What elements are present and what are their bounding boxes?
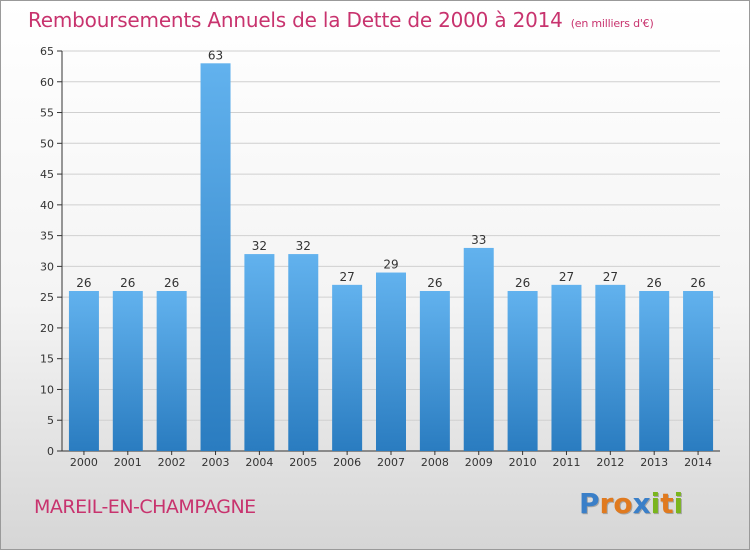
logo-letter: i — [650, 487, 661, 520]
data-label-2004: 32 — [252, 239, 267, 253]
data-label-2002: 26 — [164, 276, 179, 290]
y-tick-label: 60 — [40, 76, 54, 89]
bar-2002 — [156, 291, 187, 451]
logo-letter: t — [660, 487, 674, 520]
x-tick-label-2001: 2001 — [114, 456, 142, 469]
x-tick-label-2011: 2011 — [552, 456, 580, 469]
x-tick-label-2005: 2005 — [289, 456, 317, 469]
x-tick-label-2013: 2013 — [640, 456, 668, 469]
y-tick-label: 0 — [47, 445, 54, 458]
chart-title-text: Remboursements Annuels de la Dette de 20… — [28, 8, 563, 32]
x-tick-label-2003: 2003 — [202, 456, 230, 469]
bars — [68, 63, 714, 452]
bar-2008 — [419, 291, 450, 451]
x-tick-label-2000: 2000 — [70, 456, 98, 469]
data-label-2011: 27 — [559, 270, 574, 284]
x-tick-label-2009: 2009 — [465, 456, 493, 469]
y-tick-label: 45 — [40, 168, 54, 181]
data-label-2014: 26 — [690, 276, 705, 290]
y-tick-label: 65 — [40, 45, 54, 58]
labels: 0 5 10 15 20 25 30 35 40 45 50 55 60 65 26 2000 26 2001 26… — [40, 45, 712, 469]
y-tick-label: 5 — [47, 414, 54, 427]
y-tick-label: 20 — [40, 322, 54, 335]
bar-2014 — [683, 291, 714, 451]
y-tick-label: 15 — [40, 353, 54, 366]
x-tick-label-2008: 2008 — [421, 456, 449, 469]
logo-letter: i — [673, 487, 684, 520]
data-label-2012: 27 — [603, 270, 618, 284]
y-tick-label: 25 — [40, 291, 54, 304]
logo-letter: x — [632, 487, 651, 520]
data-label-2000: 26 — [76, 276, 91, 290]
data-label-2001: 26 — [120, 276, 135, 290]
data-label-2007: 29 — [383, 258, 398, 272]
x-tick-label-2014: 2014 — [684, 456, 712, 469]
data-label-2013: 26 — [647, 276, 662, 290]
chart-unit: (en milliers d'€) — [570, 17, 654, 30]
bar-2000 — [68, 291, 99, 451]
x-tick-label-2007: 2007 — [377, 456, 405, 469]
bar-2013 — [639, 291, 670, 451]
bar-2009 — [463, 247, 494, 451]
x-tick-label-2012: 2012 — [596, 456, 624, 469]
x-tick-label-2010: 2010 — [509, 456, 537, 469]
y-tick-label: 35 — [40, 230, 54, 243]
bar-2010 — [507, 291, 538, 451]
commune-name: MAREIL-EN-CHAMPAGNE — [34, 496, 256, 518]
x-tick-label-2004: 2004 — [245, 456, 273, 469]
y-tick-label: 40 — [40, 199, 54, 212]
x-tick-label-2006: 2006 — [333, 456, 361, 469]
y-tick-label: 10 — [40, 383, 54, 396]
bar-2012 — [595, 284, 626, 451]
bar-2004 — [244, 254, 275, 451]
data-label-2005: 32 — [296, 239, 311, 253]
data-label-2003: 63 — [208, 48, 223, 62]
data-label-2006: 27 — [339, 270, 354, 284]
bar-2006 — [332, 284, 363, 451]
y-tick-label: 50 — [40, 137, 54, 150]
bar-2011 — [551, 284, 582, 451]
y-tick-label: 30 — [40, 260, 54, 273]
y-tick-label: 55 — [40, 107, 54, 120]
bar-2005 — [288, 254, 319, 451]
proxiti-logo: Proxiti — [579, 487, 683, 520]
logo-letter: P — [579, 487, 600, 520]
logo-letter: r — [599, 487, 614, 520]
data-label-2009: 33 — [471, 233, 486, 247]
bar-2003 — [200, 63, 231, 452]
bar-2001 — [112, 291, 143, 451]
data-label-2010: 26 — [515, 276, 530, 290]
chart-title: Remboursements Annuels de la Dette de 20… — [28, 8, 654, 32]
x-tick-label-2002: 2002 — [158, 456, 186, 469]
logo-letter: o — [613, 487, 633, 520]
data-label-2008: 26 — [427, 276, 442, 290]
bar-2007 — [376, 272, 406, 451]
